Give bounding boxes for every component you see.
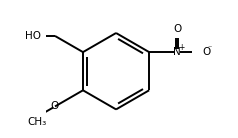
Text: N: N xyxy=(173,47,181,57)
Text: CH₃: CH₃ xyxy=(28,117,47,128)
Text: O: O xyxy=(51,101,59,112)
Text: O: O xyxy=(173,24,181,34)
Text: ⁻: ⁻ xyxy=(207,43,212,52)
Text: O: O xyxy=(203,47,211,57)
Text: +: + xyxy=(178,43,184,52)
Text: HO: HO xyxy=(25,31,41,41)
